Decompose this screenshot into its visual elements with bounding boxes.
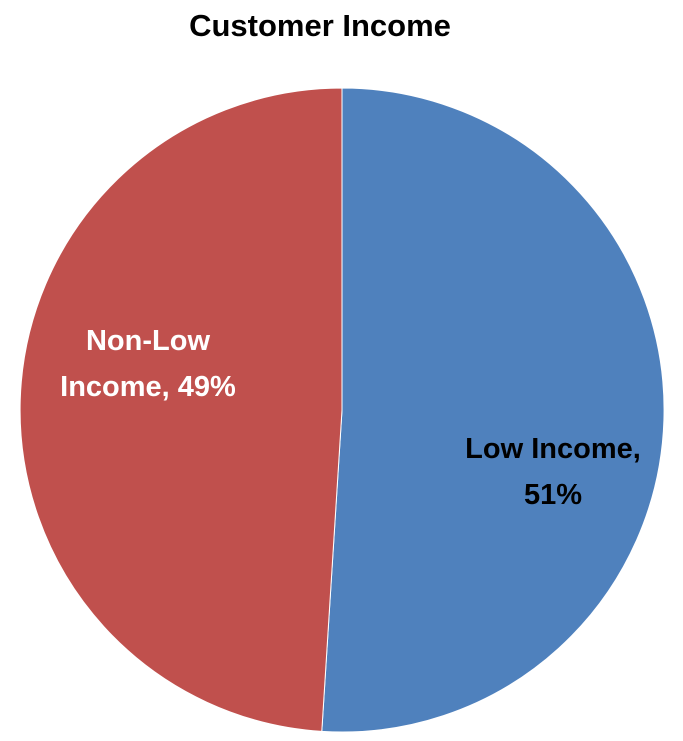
data-label-non-low-income: Non-Low Income, 49% bbox=[60, 325, 236, 403]
data-label-line: Non-Low bbox=[86, 325, 210, 357]
pie-slice-non-low-income bbox=[19, 87, 343, 732]
pie-slice-low-income bbox=[321, 87, 665, 733]
pie-data-labels: Low Income, 51% Non-Low Income, 49% bbox=[60, 325, 641, 511]
data-label-line: 51% bbox=[524, 479, 582, 511]
data-label-low-income: Low Income, 51% bbox=[465, 433, 641, 511]
pie-slices bbox=[19, 87, 665, 733]
data-label-line: Low Income, bbox=[465, 433, 641, 465]
chart-title: Customer Income bbox=[189, 8, 451, 43]
data-label-line: Income, 49% bbox=[60, 371, 236, 403]
